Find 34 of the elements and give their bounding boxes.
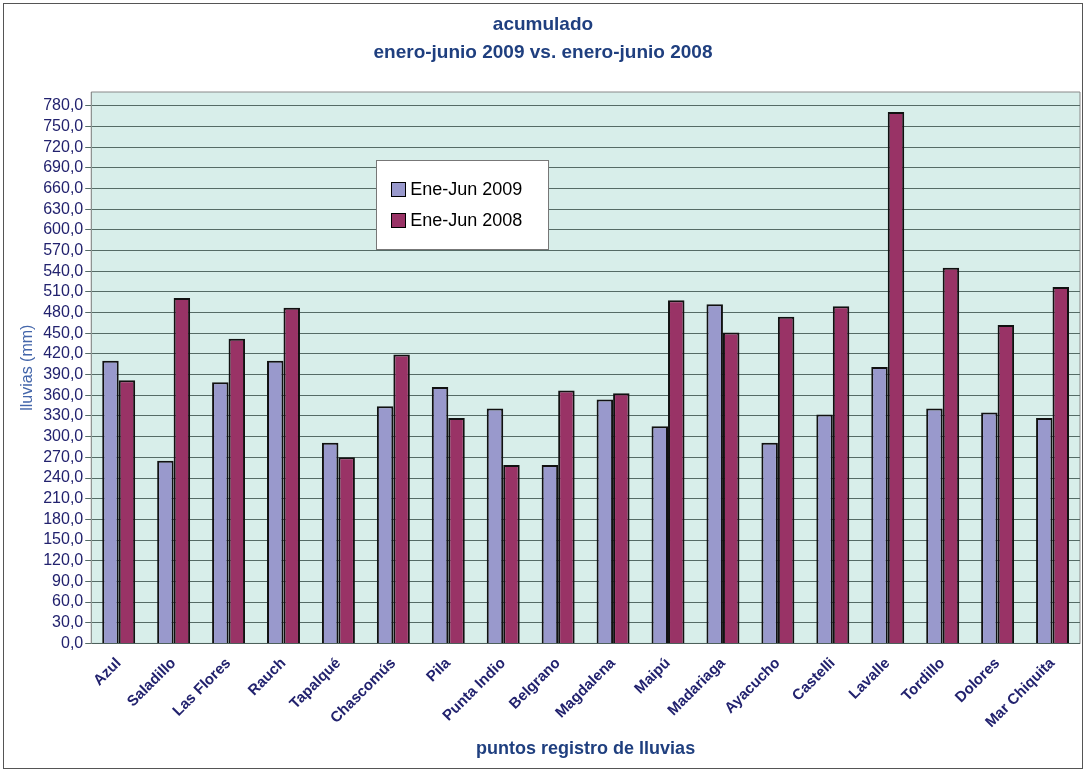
y-tick-label: 630,0 [43, 199, 84, 217]
y-tick-label: 480,0 [43, 302, 84, 320]
y-tick-label: 60,0 [52, 592, 84, 610]
legend-label: Ene-Jun 2009 [410, 179, 523, 200]
y-tick-label: 90,0 [52, 571, 84, 589]
y-tick-label: 300,0 [43, 427, 84, 445]
y-tick-label: 600,0 [43, 220, 84, 238]
y-tick-label: 0,0 [60, 633, 84, 651]
y-tick-label: 540,0 [43, 261, 84, 279]
y-tick-label: 510,0 [43, 282, 84, 300]
y-tick-label: 450,0 [43, 323, 84, 341]
y-tick-label: 420,0 [43, 344, 84, 362]
y-tick-label: 720,0 [43, 137, 84, 155]
y-tick-label: 330,0 [43, 406, 84, 424]
x-tick-label: Pila [422, 653, 454, 685]
y-tick-label: 270,0 [43, 447, 84, 465]
y-tick-label: 180,0 [43, 509, 84, 527]
y-axis-title: lluvias (mm) [18, 324, 36, 411]
chart-subtitle: enero-junio 2009 vs. enero-junio 2008 [372, 40, 714, 64]
legend-label: Ene-Jun 2008 [410, 210, 523, 231]
y-tick-label: 150,0 [43, 530, 84, 548]
y-tick-label: 390,0 [43, 365, 84, 383]
y-tick-label: 780,0 [43, 96, 84, 114]
y-tick-label: 240,0 [43, 468, 84, 486]
y-tick-label: 360,0 [43, 385, 84, 403]
y-tick-label: 120,0 [43, 551, 84, 569]
y-tick-label: 210,0 [43, 489, 84, 507]
y-tick-label: 30,0 [52, 613, 84, 631]
y-tick-label: 690,0 [43, 158, 84, 176]
y-tick-label: 660,0 [43, 178, 84, 196]
y-tick-label: 750,0 [43, 116, 84, 134]
x-axis-title: puntos registro de lluvias [476, 738, 696, 759]
chart-title: acumulado [491, 12, 595, 36]
y-tick-label: 570,0 [43, 240, 84, 258]
